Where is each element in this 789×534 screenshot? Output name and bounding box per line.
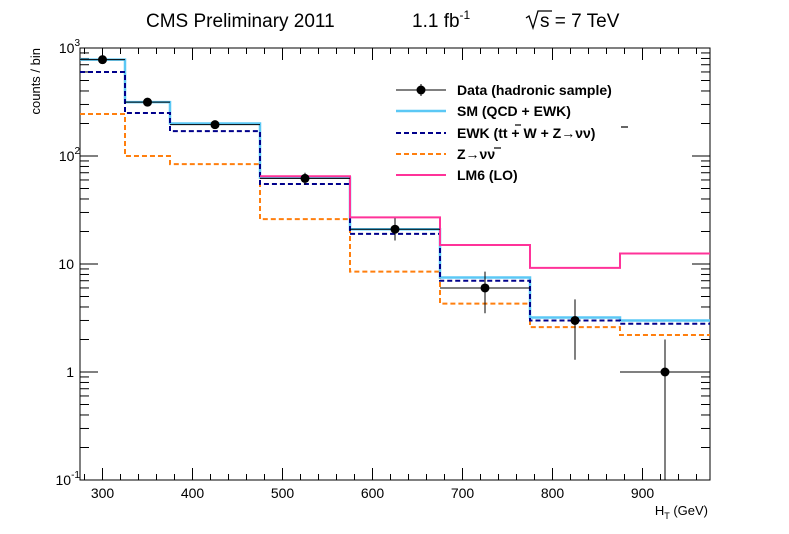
y-axis-label: counts / bin [28,48,43,115]
x-axis-label-main: H [655,503,664,518]
legend-entry-sm: SM (QCD + EWK) [396,103,571,119]
data-point [260,172,350,185]
y-tick-base: 10 [58,256,74,272]
legend-label-lm6: LM6 (LO) [457,167,518,183]
plot-frame [79,47,711,481]
data-marker [480,283,490,293]
histograms [80,58,710,337]
x-tick-label: 700 [451,485,475,501]
data-point [170,120,260,130]
y-tick-base: 1 [66,364,74,380]
legend-entry-lm6: LM6 (LO) [396,167,518,183]
legend-label-znn: Z→νν [457,146,495,162]
data-marker [98,55,107,65]
title-lumi-exp: -1 [460,8,471,22]
legend-entry-ewk: EWK (tt + W + Z→νν) [396,124,628,141]
x-tick-labels: 300 400 500 600 700 800 900 [91,485,655,501]
title-lumi: 1.1 fb-1 [412,8,471,32]
y-tick-exp: -1 [71,470,80,481]
y-tick-base: 10 [59,40,75,56]
data-marker [390,224,400,234]
title-lumi-value: 1.1 fb [412,11,460,32]
x-tick-label: 600 [361,485,385,501]
data-marker [300,173,310,183]
data-marker [143,97,152,107]
data-marker [660,367,670,377]
data-marker [570,315,580,325]
legend-entry-znn: Z→νν [396,146,501,162]
y-tick-label: 10 [58,256,74,272]
x-tick-label: 900 [631,485,655,501]
legend-label-ewk: EWK (tt + W + Z→νν) [457,125,595,141]
title-sqrts: s = 7 TeV [540,11,620,32]
x-axis-label: HT (GeV) [655,503,708,521]
y-tick-exp: 2 [74,146,80,157]
legend-label-sm: SM (QCD + EWK) [457,103,571,119]
data-points [80,55,710,480]
x-tick-label: 300 [91,485,115,501]
data-point [620,339,710,480]
y-tick-label: 102 [59,146,81,164]
x-tick-label: 400 [181,485,205,501]
data-point [125,97,170,107]
legend-entry-data: Data (hadronic sample) [396,82,612,98]
y-tick-label: 1 [66,364,74,380]
data-point [350,218,440,241]
data-point [570,299,580,360]
title-experiment: CMS Preliminary 2011 [146,11,335,32]
x-tick-label: 500 [271,485,295,501]
y-tick-exp: 3 [74,38,80,49]
axis-ticks [80,47,710,481]
x-tick-label: 800 [541,485,565,501]
sqrt-symbol [525,10,552,31]
chart-title: CMS Preliminary 2011 1.1 fb-1 s = 7 TeV [146,8,620,32]
legend-data-marker [416,85,426,95]
x-axis-label-sub: T [664,511,670,521]
data-point [80,55,125,65]
data-point [440,271,530,314]
data-marker [210,120,220,130]
y-tick-label: 10-1 [56,470,81,488]
y-tick-base: 10 [56,472,72,488]
legend-label-data: Data (hadronic sample) [457,82,612,98]
histogram-ewk-tt-w-z [80,70,710,325]
y-tick-label: 103 [59,38,81,56]
legend: Data (hadronic sample) SM (QCD + EWK) EW… [396,82,628,183]
y-tick-base: 10 [59,148,75,164]
histogram-sm-qcd-ewk [80,58,710,322]
histogram-lm6-lo [260,175,710,269]
x-axis-label-unit: (GeV) [670,503,708,518]
